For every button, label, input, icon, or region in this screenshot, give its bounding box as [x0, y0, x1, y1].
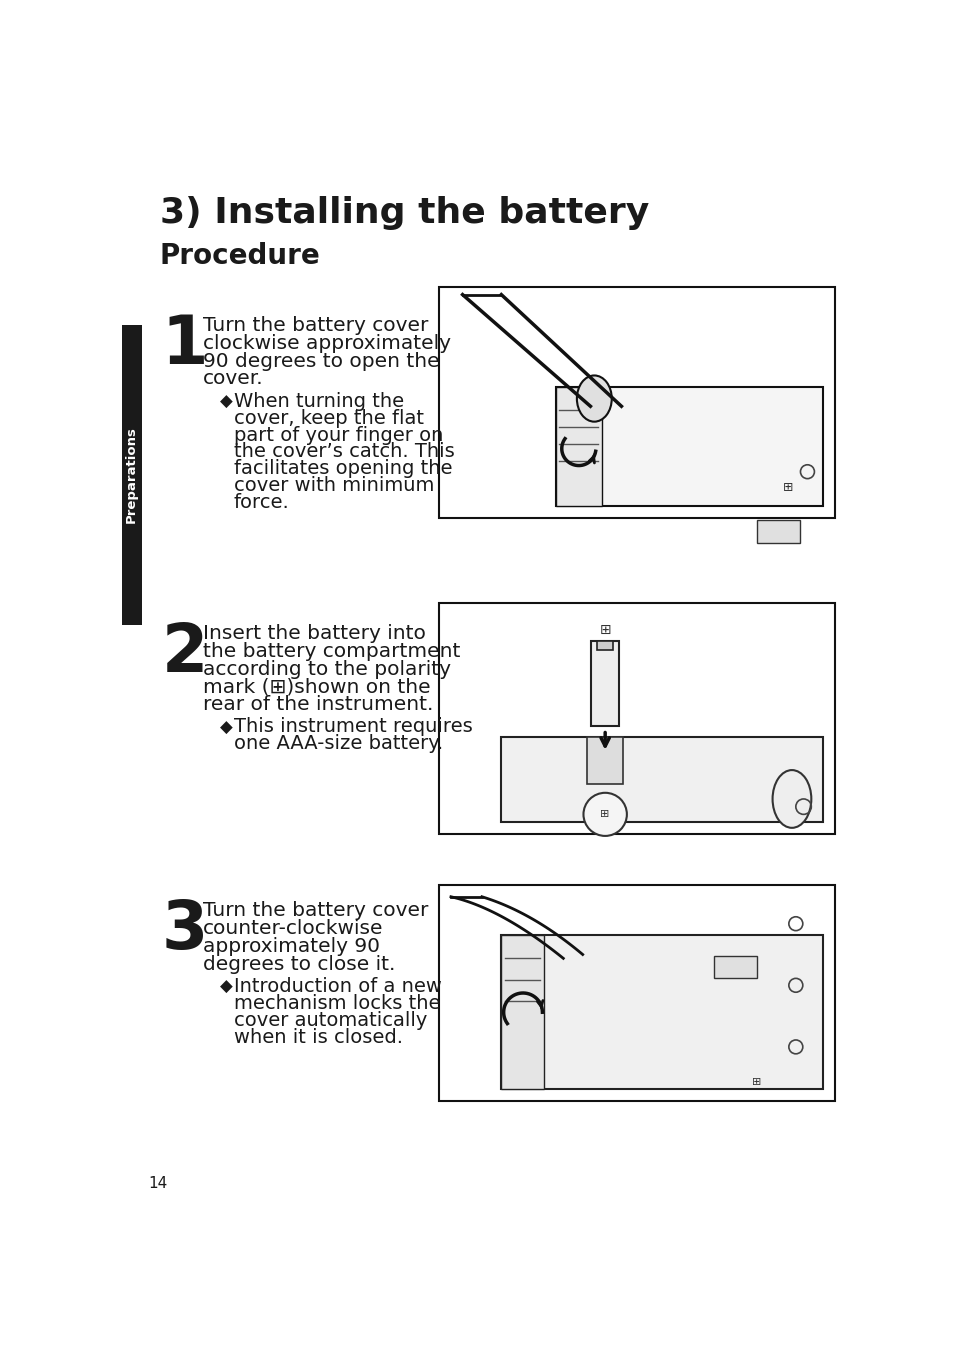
Text: degrees to close it.: degrees to close it. [203, 955, 395, 974]
Text: ⊞: ⊞ [752, 1076, 760, 1087]
Bar [555, 387, 822, 506]
Text: ◆: ◆ [220, 978, 233, 997]
Bar [500, 935, 822, 1089]
Bar [439, 603, 834, 834]
Text: counter-clockwise: counter-clockwise [203, 919, 383, 937]
Text: Introduction of a new: Introduction of a new [233, 976, 441, 995]
Text: ⊞: ⊞ [599, 810, 609, 819]
Text: Preparations: Preparations [125, 426, 138, 523]
Bar [555, 387, 601, 506]
Bar [439, 885, 834, 1100]
Bar [591, 642, 618, 726]
Text: cover, keep the flat: cover, keep the flat [233, 409, 423, 428]
Text: Turn the battery cover: Turn the battery cover [203, 901, 428, 920]
Text: the battery compartment: the battery compartment [203, 642, 460, 660]
Text: Procedure: Procedure [159, 242, 320, 270]
Bar [597, 642, 612, 651]
Text: 2: 2 [162, 620, 208, 686]
Circle shape [583, 792, 626, 837]
Ellipse shape [577, 375, 611, 422]
Text: cover with minimum: cover with minimum [233, 476, 434, 495]
Text: one AAA-size battery.: one AAA-size battery. [233, 734, 443, 753]
Text: Insert the battery into: Insert the battery into [203, 624, 425, 643]
Text: 1: 1 [162, 312, 208, 378]
Text: clockwise approximately: clockwise approximately [203, 334, 451, 352]
Ellipse shape [772, 771, 810, 827]
Bar [121, 324, 142, 625]
Text: when it is closed.: when it is closed. [233, 1028, 402, 1046]
Bar [587, 737, 622, 784]
Text: force.: force. [233, 494, 290, 512]
Bar [500, 737, 822, 822]
Bar [500, 935, 543, 1089]
Text: When turning the: When turning the [233, 391, 404, 410]
Text: cover automatically: cover automatically [233, 1010, 427, 1030]
Text: ◆: ◆ [220, 718, 233, 737]
Text: 3: 3 [162, 897, 208, 963]
Text: mechanism locks the: mechanism locks the [233, 994, 440, 1013]
Text: mark (⊞)shown on the: mark (⊞)shown on the [203, 678, 430, 697]
Bar [714, 956, 757, 978]
Text: part of your finger on: part of your finger on [233, 425, 443, 444]
Text: This instrument requires: This instrument requires [233, 717, 472, 736]
Text: Turn the battery cover: Turn the battery cover [203, 316, 428, 335]
Text: 90 degrees to open the: 90 degrees to open the [203, 351, 439, 371]
Bar [757, 521, 799, 543]
Text: 3) Installing the battery: 3) Installing the battery [159, 196, 648, 230]
Text: ◆: ◆ [220, 393, 233, 412]
Text: facilitates opening the: facilitates opening the [233, 460, 452, 479]
Text: ⊞: ⊞ [598, 623, 611, 636]
Bar [439, 286, 834, 518]
Text: rear of the instrument.: rear of the instrument. [203, 695, 433, 714]
Text: approximately 90: approximately 90 [203, 936, 379, 956]
Text: according to the polarity: according to the polarity [203, 659, 451, 679]
Text: ⊞: ⊞ [782, 480, 793, 494]
Text: 14: 14 [149, 1177, 168, 1192]
Text: cover.: cover. [203, 370, 263, 389]
Text: the cover’s catch. This: the cover’s catch. This [233, 443, 455, 461]
